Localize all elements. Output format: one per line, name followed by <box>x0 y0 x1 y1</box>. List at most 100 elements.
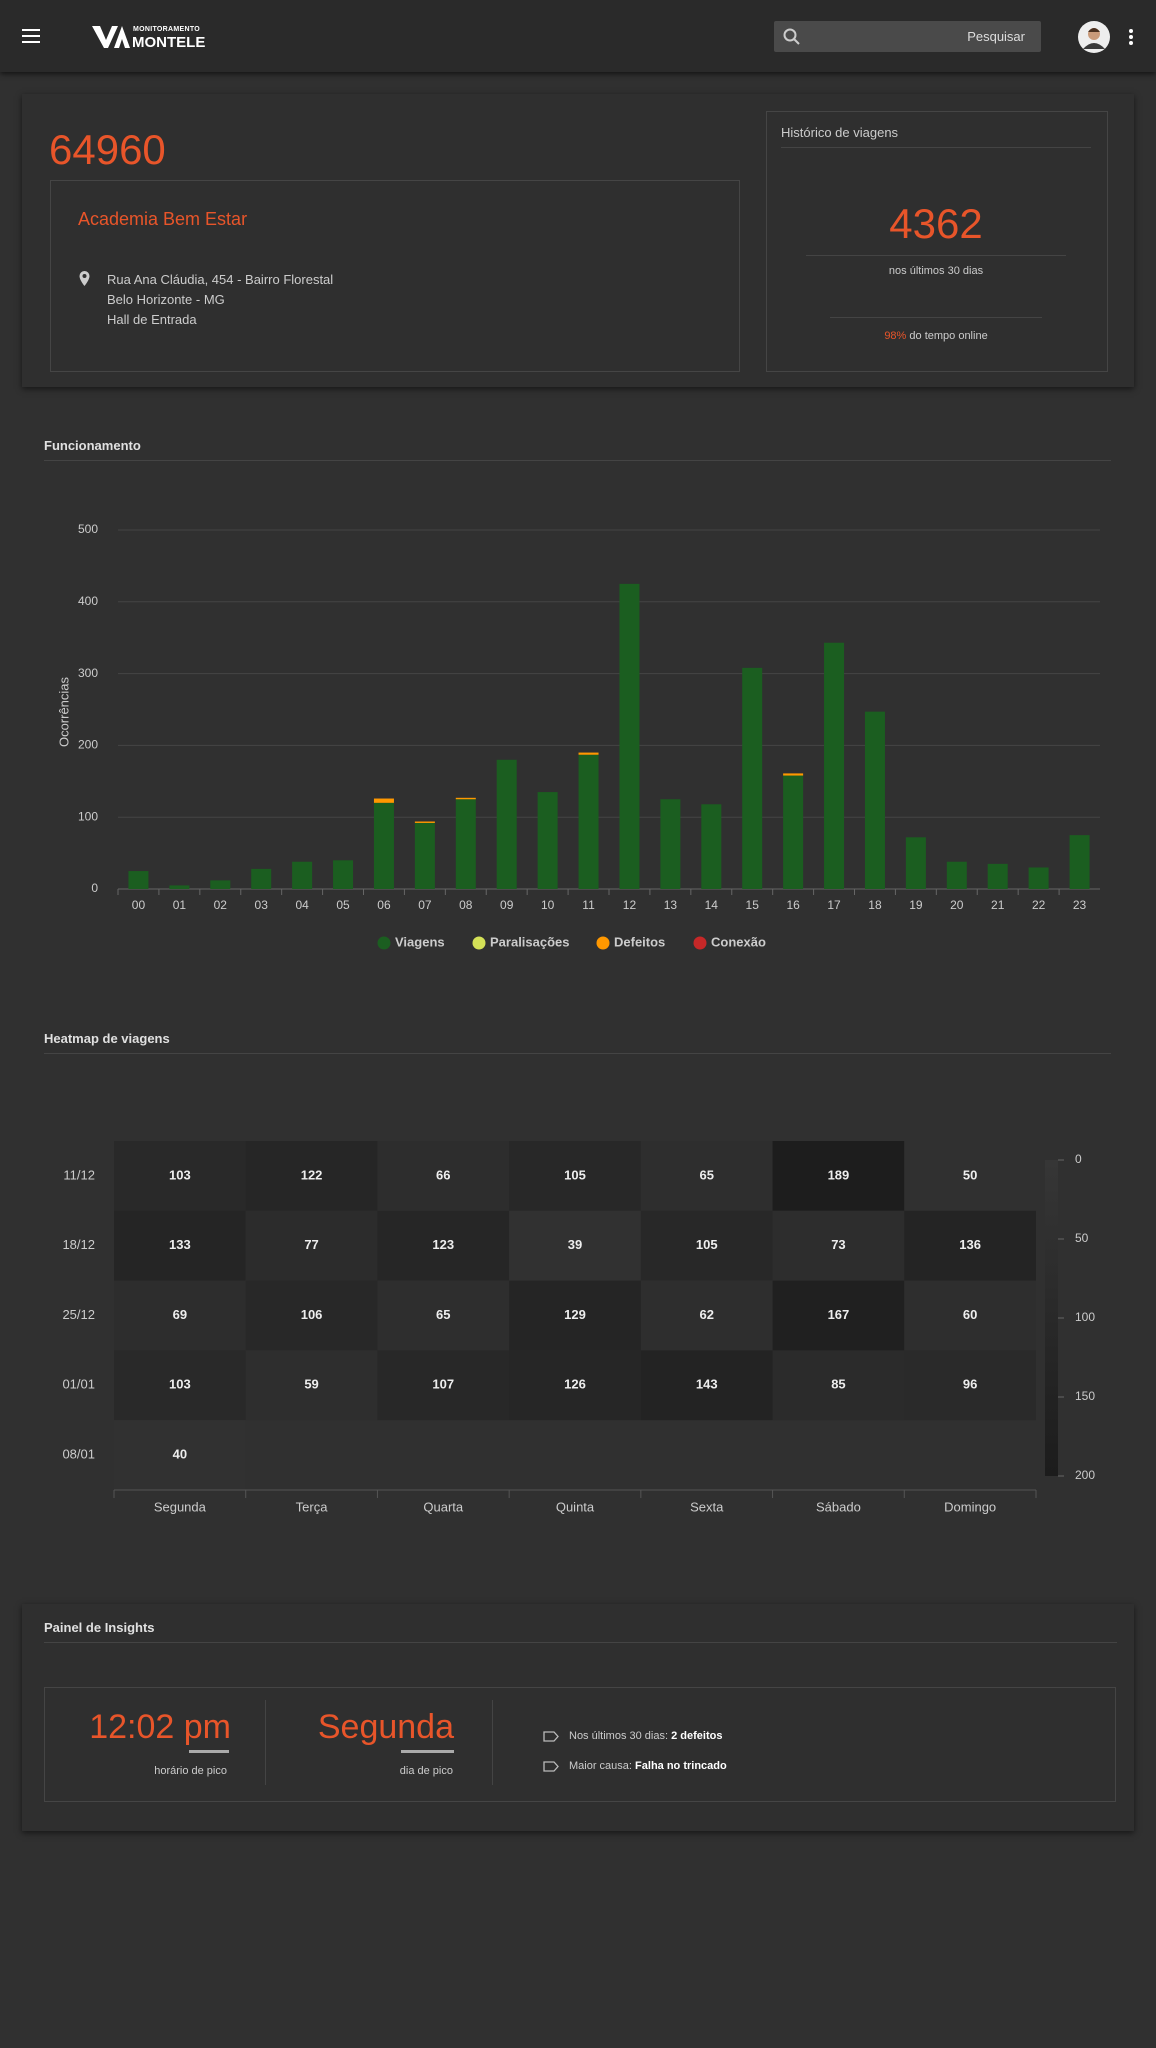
cell-label: 126 <box>564 1377 586 1392</box>
bar-segment <box>905 837 926 889</box>
cell-label: 77 <box>304 1237 318 1252</box>
legend-label: Viagens <box>395 934 445 949</box>
tag-icon <box>543 1730 559 1742</box>
legend-label: Paralisações <box>490 934 570 949</box>
cell-label: 50 <box>963 1167 977 1182</box>
heatmap-cell <box>904 1280 1036 1351</box>
cell-label: 105 <box>696 1237 718 1252</box>
more-menu[interactable] <box>1128 28 1134 46</box>
divider <box>781 147 1091 148</box>
bar-segment <box>251 868 272 889</box>
x-tick-label: 05 <box>336 898 350 912</box>
bar-segment <box>537 792 558 889</box>
x-tick-label: 23 <box>1073 898 1087 912</box>
heatmap-cell <box>904 1141 1036 1211</box>
x-tick-label: 16 <box>786 898 800 912</box>
bar-segment <box>210 880 231 889</box>
colorbar-tick-label: 150 <box>1075 1389 1095 1403</box>
address-line: Belo Horizonte - MG <box>107 292 225 307</box>
cell-label: 189 <box>828 1167 850 1182</box>
colorbar-tick-label: 50 <box>1075 1231 1089 1245</box>
heatmap-cell <box>904 1350 1036 1421</box>
bar-segment <box>783 773 804 776</box>
x-tick-label: 19 <box>909 898 923 912</box>
column-label: Terça <box>296 1499 329 1514</box>
x-tick-label: 13 <box>664 898 678 912</box>
insights-box <box>44 1687 1116 1802</box>
x-tick-label: 10 <box>541 898 555 912</box>
cell-label: 65 <box>699 1167 713 1182</box>
peak-time-label: horário de pico <box>154 1765 227 1777</box>
avatar[interactable] <box>1078 21 1110 53</box>
x-tick-label: 21 <box>991 898 1005 912</box>
y-axis-label: Ocorrências <box>56 676 71 747</box>
x-tick-label: 09 <box>500 898 514 912</box>
insight-value: 2 defeitos <box>671 1730 723 1742</box>
insight-item: Nos últimos 30 dias: 2 defeitos <box>543 1721 727 1751</box>
site-card <box>22 94 1134 387</box>
legend-swatch <box>693 936 707 950</box>
cell-label: 103 <box>169 1377 191 1392</box>
cell-label: 96 <box>963 1377 977 1392</box>
cell-label: 103 <box>169 1167 191 1182</box>
heatmap-cell <box>114 1210 246 1281</box>
bar-segment <box>455 797 476 800</box>
bar-segment <box>987 863 1008 889</box>
x-tick-label: 01 <box>173 898 187 912</box>
y-tick-label: 200 <box>78 738 98 752</box>
insight-label: Maior causa: <box>569 1760 632 1772</box>
divider <box>265 1700 266 1785</box>
address: Rua Ana Cláudia, 454 - Bairro Florestal … <box>107 270 333 330</box>
cell-label: 73 <box>831 1237 845 1252</box>
cell-label: 136 <box>959 1237 981 1252</box>
legend-label: Defeitos <box>614 934 665 949</box>
search-box[interactable]: Pesquisar <box>774 21 1041 52</box>
address-line: Hall de Entrada <box>107 312 197 327</box>
heatmap-cell <box>509 1210 641 1281</box>
bar-segment <box>455 799 476 889</box>
cell-label: 105 <box>564 1167 586 1182</box>
app-bar: MONITORAMENTO MONTELE Pesquisar <box>0 0 1156 72</box>
divider <box>44 460 1111 461</box>
y-tick-label: 500 <box>78 522 98 536</box>
section-title: Heatmap de viagens <box>44 1031 170 1046</box>
bar-segment <box>619 583 640 889</box>
bar-segment <box>169 885 190 889</box>
cell-label: 69 <box>173 1307 187 1322</box>
cell-label: 106 <box>301 1307 323 1322</box>
history-box <box>766 111 1108 372</box>
cell-label: 107 <box>432 1377 454 1392</box>
heatmap-cell <box>114 1350 246 1421</box>
history-period: nos últimos 30 dias <box>888 265 984 277</box>
site-box <box>50 180 740 372</box>
x-tick-label: 07 <box>418 898 432 912</box>
bar-segment <box>864 711 885 889</box>
cell-label: 123 <box>432 1237 454 1252</box>
x-tick-label: 06 <box>377 898 391 912</box>
x-tick-label: 20 <box>950 898 964 912</box>
cell-label: 65 <box>436 1307 450 1322</box>
column-label: Segunda <box>154 1499 207 1514</box>
tag-icon <box>543 1760 559 1772</box>
brand: MONTELE <box>132 34 206 51</box>
x-tick-label: 14 <box>705 898 719 912</box>
x-tick-label: 00 <box>132 898 146 912</box>
search-placeholder: Pesquisar <box>967 29 1025 44</box>
row-label: 18/12 <box>62 1237 95 1252</box>
row-label: 25/12 <box>62 1307 95 1322</box>
x-tick-label: 02 <box>214 898 228 912</box>
x-tick-label: 12 <box>623 898 637 912</box>
column-label: Domingo <box>944 1499 996 1514</box>
heatmap-cell <box>377 1210 510 1281</box>
insight-value: Falha no trincado <box>635 1760 727 1772</box>
y-tick-label: 300 <box>78 666 98 680</box>
cell-label: 129 <box>564 1307 586 1322</box>
menu-button[interactable] <box>22 29 40 43</box>
cell-label: 59 <box>304 1377 318 1392</box>
address-line: Rua Ana Cláudia, 454 - Bairro Florestal <box>107 272 334 287</box>
logo-mark <box>92 26 130 48</box>
divider <box>492 1700 493 1785</box>
cell-label: 122 <box>301 1167 323 1182</box>
cell-label: 39 <box>568 1237 582 1252</box>
